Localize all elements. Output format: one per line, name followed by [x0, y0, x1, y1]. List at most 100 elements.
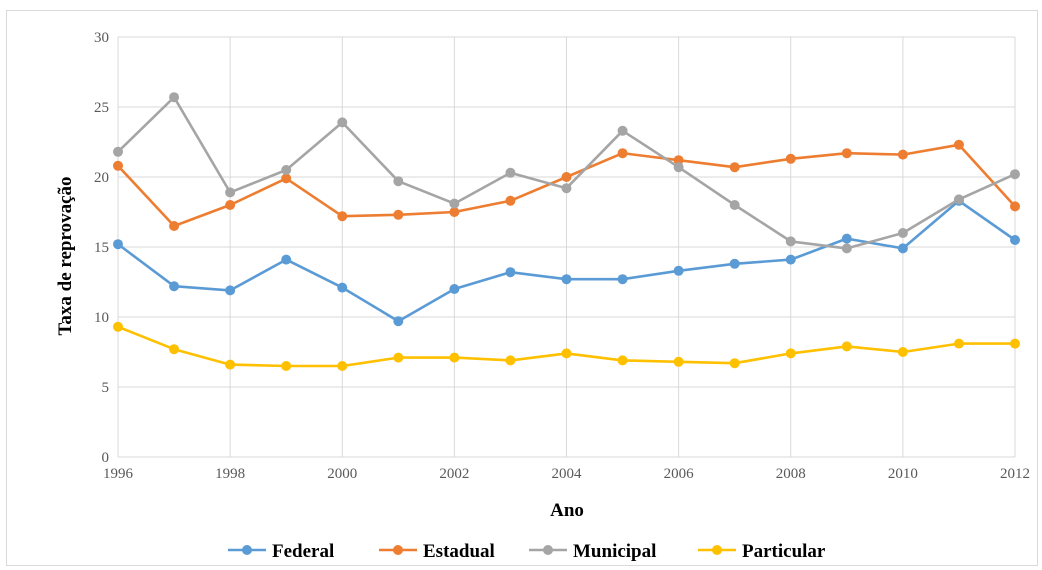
- data-point: [337, 211, 348, 222]
- data-point: [1010, 235, 1020, 245]
- axes: 0 5 10 15 20 25 30 1996 1998 2000 2002 2004 2006 2008…: [94, 30, 1030, 482]
- data-point: [785, 236, 796, 247]
- data-point: [393, 316, 404, 327]
- data-point: [225, 359, 236, 370]
- legend-item-estadual: Estadual: [379, 541, 495, 562]
- x-axis-title: Ano: [550, 500, 584, 521]
- y-tick-label: 30: [94, 30, 109, 46]
- data-point: [729, 258, 740, 269]
- data-point: [449, 284, 460, 294]
- y-axis-title: Taxa de reprovação: [55, 176, 76, 335]
- x-tick-label: 2008: [776, 466, 806, 482]
- series-estadual: [113, 139, 1020, 231]
- y-tick-label: 0: [102, 450, 110, 466]
- data-point: [953, 338, 964, 349]
- legend-label: Federal: [272, 541, 334, 562]
- data-point: [281, 361, 292, 371]
- x-tick-label: 1996: [103, 466, 134, 482]
- legend-item-federal: Federal: [228, 541, 334, 562]
- data-point: [337, 282, 348, 293]
- data-point: [449, 207, 460, 217]
- data-point: [617, 274, 628, 285]
- y-tick-label: 5: [102, 380, 110, 396]
- data-point: [897, 243, 908, 254]
- data-point: [393, 352, 404, 363]
- data-point: [785, 348, 796, 359]
- data-point: [113, 239, 123, 250]
- data-point: [897, 347, 908, 357]
- data-point: [281, 254, 292, 265]
- data-point: [505, 167, 516, 178]
- grid: [117, 36, 1016, 458]
- chart-container: 0 5 10 15 20 25 30 1996 1998 2000 2002 2004 2006 2008…: [6, 10, 1038, 566]
- x-tick-label: 2000: [327, 466, 357, 482]
- data-point: [393, 176, 404, 187]
- data-point: [561, 348, 572, 359]
- legend-label: Municipal: [573, 541, 656, 562]
- y-tick-label: 10: [94, 310, 109, 326]
- data-point: [169, 281, 180, 292]
- legend-label: Estadual: [423, 541, 495, 562]
- data-point: [953, 139, 964, 150]
- data-point: [617, 125, 628, 136]
- x-tick-label: 2002: [439, 466, 469, 482]
- data-point: [561, 274, 572, 285]
- data-point: [225, 200, 236, 210]
- data-point: [785, 254, 796, 265]
- x-tick-label: 1998: [215, 466, 245, 482]
- data-point: [673, 356, 684, 367]
- data-point: [897, 228, 908, 238]
- data-point: [673, 162, 684, 173]
- data-point: [561, 172, 572, 182]
- data-point: [841, 341, 852, 352]
- data-point: [841, 243, 852, 254]
- data-point: [673, 155, 684, 166]
- data-point: [225, 285, 236, 296]
- y-tick-label: 15: [94, 240, 109, 256]
- data-point: [169, 344, 180, 355]
- data-point: [673, 265, 684, 276]
- data-point: [449, 352, 460, 363]
- legend: Federal Estadual Municipal Particular: [228, 541, 826, 562]
- data-point: [841, 233, 852, 244]
- data-point: [337, 117, 348, 128]
- data-point: [1010, 169, 1020, 180]
- y-tick-label: 20: [94, 170, 109, 186]
- data-point: [449, 198, 460, 209]
- data-point: [393, 209, 404, 220]
- x-tick-label: 2012: [1000, 466, 1030, 482]
- x-tick-label: 2004: [552, 466, 583, 482]
- data-point: [505, 355, 516, 366]
- legend-marker: [712, 545, 722, 555]
- series-particular: [113, 321, 1020, 371]
- legend-label: Particular: [742, 541, 826, 562]
- legend-item-particular: Particular: [698, 541, 826, 562]
- line-chart: 0 5 10 15 20 25 30 1996 1998 2000 2002 2004 2006 2008…: [55, 30, 1030, 562]
- data-point: [113, 321, 123, 332]
- data-point: [897, 149, 908, 160]
- data-point: [729, 162, 740, 173]
- data-point: [561, 183, 572, 194]
- data-point: [785, 153, 796, 164]
- data-point: [953, 194, 964, 205]
- data-point: [113, 160, 123, 171]
- series-federal: [113, 195, 1020, 327]
- data-point: [113, 146, 123, 157]
- x-tick-label: 2006: [664, 466, 695, 482]
- data-point: [281, 165, 292, 175]
- data-point: [169, 92, 180, 103]
- data-point: [225, 187, 236, 198]
- legend-item-municipal: Municipal: [529, 541, 656, 562]
- x-tick-label: 2010: [888, 466, 918, 482]
- series-municipal: [113, 92, 1020, 254]
- data-point: [337, 361, 348, 371]
- data-point: [1010, 338, 1020, 349]
- series-group: [113, 92, 1020, 371]
- data-point: [169, 221, 180, 231]
- data-point: [1010, 201, 1020, 212]
- legend-marker: [393, 545, 403, 555]
- data-point: [617, 148, 628, 159]
- legend-marker: [242, 545, 252, 555]
- data-point: [505, 195, 516, 206]
- data-point: [281, 173, 292, 184]
